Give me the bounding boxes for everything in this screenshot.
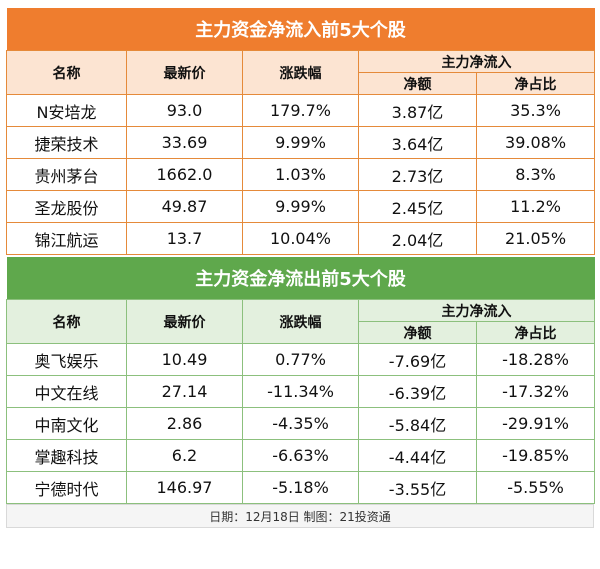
net-amount: 3.87亿 <box>358 94 477 127</box>
stock-name: 中南文化 <box>6 407 127 440</box>
net-amount: 2.04亿 <box>358 222 477 255</box>
stock-price: 146.97 <box>126 471 243 504</box>
net-ratio: -5.55% <box>475 471 596 504</box>
header-net: 净额 <box>358 321 477 344</box>
net-ratio: 39.08% <box>475 126 596 159</box>
stock-name: 中文在线 <box>6 375 127 408</box>
stock-change: 1.03% <box>242 158 359 191</box>
stock-price: 93.0 <box>126 94 243 127</box>
header-change: 涨跌幅 <box>242 50 359 95</box>
table-row: 中南文化 2.86 -4.35% -5.84亿 -29.91% <box>6 407 596 440</box>
stock-change: -6.63% <box>242 439 359 472</box>
outflow-title: 主力资金净流出前5大个股 <box>6 257 595 300</box>
stock-name: 掌趣科技 <box>6 439 127 472</box>
stock-price: 6.2 <box>126 439 243 472</box>
stock-change: 0.77% <box>242 343 359 376</box>
stock-name: N安培龙 <box>6 94 127 127</box>
stock-change: 10.04% <box>242 222 359 255</box>
net-amount: 3.64亿 <box>358 126 477 159</box>
header-price: 最新价 <box>126 299 243 344</box>
stock-name: 宁德时代 <box>6 471 127 504</box>
net-amount: -3.55亿 <box>358 471 477 504</box>
net-ratio: -18.28% <box>475 343 596 376</box>
table-row: 奥飞娱乐 10.49 0.77% -7.69亿 -18.28% <box>6 343 596 376</box>
net-ratio: -29.91% <box>475 407 596 440</box>
net-ratio: 11.2% <box>475 190 596 223</box>
net-amount: -6.39亿 <box>358 375 477 408</box>
header-name: 名称 <box>6 50 127 95</box>
table-row: 贵州茅台 1662.0 1.03% 2.73亿 8.3% <box>6 158 596 191</box>
net-amount: -4.44亿 <box>358 439 477 472</box>
table-row: 圣龙股份 49.87 9.99% 2.45亿 11.2% <box>6 190 596 223</box>
net-ratio: 8.3% <box>475 158 596 191</box>
header-change: 涨跌幅 <box>242 299 359 344</box>
footer-caption: 日期：12月18日 制图：21投资通 <box>6 504 594 528</box>
stock-name: 圣龙股份 <box>6 190 127 223</box>
table-row: 中文在线 27.14 -11.34% -6.39亿 -17.32% <box>6 375 596 408</box>
stock-change: 179.7% <box>242 94 359 127</box>
net-amount: 2.73亿 <box>358 158 477 191</box>
inflow-table: 主力资金净流入前5大个股 名称 最新价 涨跌幅 主力净流入 净额 净占比 N安培… <box>6 8 596 255</box>
inflow-title: 主力资金净流入前5大个股 <box>6 8 595 51</box>
net-amount: -5.84亿 <box>358 407 477 440</box>
stock-price: 33.69 <box>126 126 243 159</box>
net-ratio: 35.3% <box>475 94 596 127</box>
net-amount: 2.45亿 <box>358 190 477 223</box>
header-ratio: 净占比 <box>475 72 596 95</box>
table-row: 宁德时代 146.97 -5.18% -3.55亿 -5.55% <box>6 471 596 504</box>
stock-price: 13.7 <box>126 222 243 255</box>
stock-name: 锦江航运 <box>6 222 127 255</box>
stock-change: 9.99% <box>242 126 359 159</box>
net-ratio: -19.85% <box>475 439 596 472</box>
stock-price: 10.49 <box>126 343 243 376</box>
stock-change: -11.34% <box>242 375 359 408</box>
net-ratio: 21.05% <box>475 222 596 255</box>
net-ratio: -17.32% <box>475 375 596 408</box>
header-price: 最新价 <box>126 50 243 95</box>
stock-name: 奥飞娱乐 <box>6 343 127 376</box>
header-ratio: 净占比 <box>475 321 596 344</box>
header-net: 净额 <box>358 72 477 95</box>
stock-change: 9.99% <box>242 190 359 223</box>
stock-change: -4.35% <box>242 407 359 440</box>
stock-price: 1662.0 <box>126 158 243 191</box>
stock-price: 2.86 <box>126 407 243 440</box>
header-name: 名称 <box>6 299 127 344</box>
outflow-table: 主力资金净流出前5大个股 名称 最新价 涨跌幅 主力净流入 净额 净占比 奥飞娱… <box>6 257 596 504</box>
header-group: 主力净流入 <box>357 50 596 73</box>
stock-change: -5.18% <box>242 471 359 504</box>
stock-price: 27.14 <box>126 375 243 408</box>
table-row: 锦江航运 13.7 10.04% 2.04亿 21.05% <box>6 222 596 255</box>
header-group: 主力净流入 <box>357 299 596 322</box>
table-row: N安培龙 93.0 179.7% 3.87亿 35.3% <box>6 94 596 127</box>
stock-name: 贵州茅台 <box>6 158 127 191</box>
stock-price: 49.87 <box>126 190 243 223</box>
table-row: 捷荣技术 33.69 9.99% 3.64亿 39.08% <box>6 126 596 159</box>
table-row: 掌趣科技 6.2 -6.63% -4.44亿 -19.85% <box>6 439 596 472</box>
stock-name: 捷荣技术 <box>6 126 127 159</box>
net-amount: -7.69亿 <box>358 343 477 376</box>
